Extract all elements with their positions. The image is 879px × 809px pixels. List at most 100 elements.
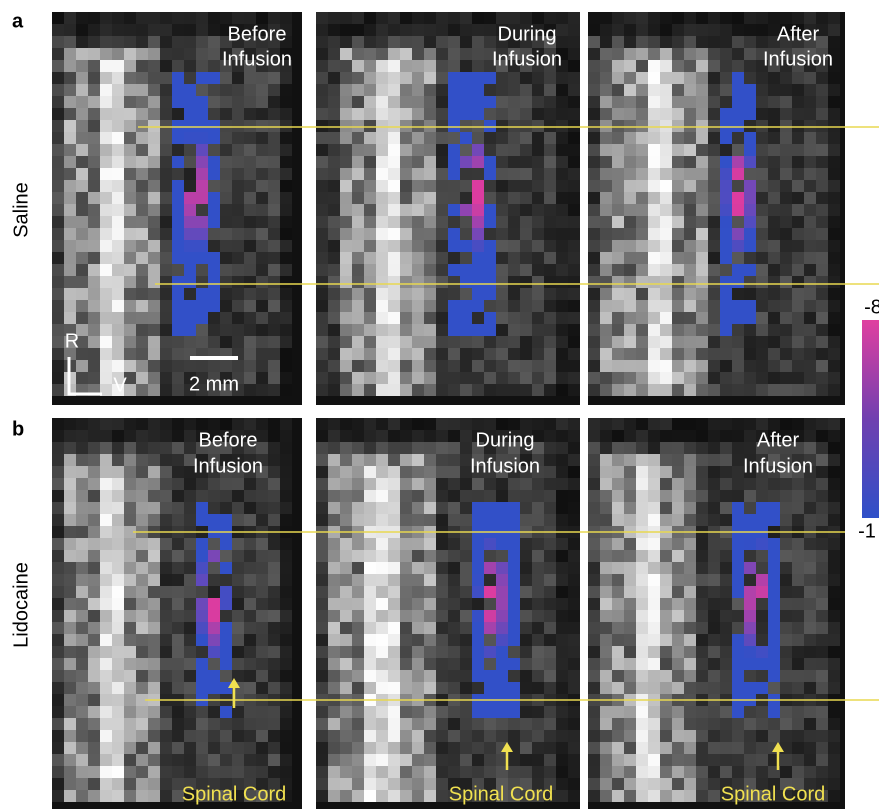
colorbar-label: -8 (864, 296, 879, 318)
image-pixel (484, 706, 496, 718)
image-pixel (184, 574, 196, 586)
image-pixel (52, 790, 64, 802)
image-pixel (636, 12, 648, 24)
image-pixel (624, 192, 636, 204)
image-pixel (720, 36, 732, 48)
image-pixel (328, 36, 340, 48)
image-pixel (660, 192, 672, 204)
image-pixel (124, 240, 136, 252)
image-pixel (88, 514, 100, 526)
image-pixel (124, 108, 136, 120)
image-pixel (328, 670, 340, 682)
image-pixel (112, 276, 124, 288)
image-pixel (364, 418, 376, 430)
image-pixel (556, 156, 568, 168)
image-pixel (708, 204, 720, 216)
image-pixel (780, 276, 792, 288)
image-pixel (720, 84, 732, 96)
image-pixel (708, 454, 720, 466)
image-pixel (460, 610, 472, 622)
image-pixel (148, 264, 160, 276)
image-pixel (400, 384, 412, 396)
image-pixel (708, 372, 720, 384)
image-pixel (256, 586, 268, 598)
image-pixel (160, 790, 172, 802)
image-pixel (720, 598, 732, 610)
image-pixel (256, 490, 268, 502)
image-pixel (196, 192, 208, 204)
image-pixel (520, 586, 532, 598)
image-pixel (64, 48, 76, 60)
image-pixel (460, 132, 472, 144)
image-pixel (588, 252, 600, 264)
image-pixel (100, 694, 112, 706)
image-pixel (660, 372, 672, 384)
image-pixel (244, 72, 256, 84)
image-pixel (112, 682, 124, 694)
image-pixel (52, 442, 64, 454)
image-pixel (720, 538, 732, 550)
image-pixel (256, 324, 268, 336)
image-pixel (684, 192, 696, 204)
image-pixel (792, 276, 804, 288)
image-pixel (160, 658, 172, 670)
image-pixel (328, 454, 340, 466)
image-pixel (160, 216, 172, 228)
image-pixel (316, 646, 328, 658)
image-pixel (220, 550, 232, 562)
image-pixel (244, 670, 256, 682)
image-pixel (220, 360, 232, 372)
image-pixel (448, 670, 460, 682)
image-pixel (460, 550, 472, 562)
image-pixel (412, 168, 424, 180)
image-pixel (112, 538, 124, 550)
image-pixel (172, 372, 184, 384)
image-pixel (732, 682, 744, 694)
image-pixel (708, 538, 720, 550)
image-pixel (756, 96, 768, 108)
image-pixel (124, 12, 136, 24)
image-pixel (684, 718, 696, 730)
image-pixel (660, 36, 672, 48)
image-pixel (196, 168, 208, 180)
image-pixel (556, 204, 568, 216)
image-pixel (708, 646, 720, 658)
image-pixel (768, 276, 780, 288)
image-pixel (792, 360, 804, 372)
image-pixel (316, 204, 328, 216)
image-pixel (160, 586, 172, 598)
image-pixel (352, 766, 364, 778)
image-pixel (768, 132, 780, 144)
image-pixel (448, 360, 460, 372)
image-pixel (696, 12, 708, 24)
image-pixel (804, 478, 816, 490)
image-pixel (672, 502, 684, 514)
image-pixel (280, 84, 292, 96)
image-pixel (172, 168, 184, 180)
image-pixel (720, 418, 732, 430)
image-pixel (556, 108, 568, 120)
image-pixel (768, 586, 780, 598)
image-pixel (568, 622, 580, 634)
image-pixel (660, 610, 672, 622)
image-pixel (612, 454, 624, 466)
image-pixel (220, 658, 232, 670)
image-pixel (520, 168, 532, 180)
image-pixel (328, 514, 340, 526)
image-pixel (708, 144, 720, 156)
image-pixel (780, 144, 792, 156)
image-pixel (316, 742, 328, 754)
image-pixel (660, 778, 672, 790)
image-pixel (648, 682, 660, 694)
image-pixel (256, 132, 268, 144)
image-pixel (684, 168, 696, 180)
image-pixel (544, 442, 556, 454)
image-pixel (100, 228, 112, 240)
image-pixel (136, 24, 148, 36)
image-pixel (208, 36, 220, 48)
image-pixel (660, 96, 672, 108)
image-pixel (696, 156, 708, 168)
image-pixel (256, 442, 268, 454)
image-pixel (328, 622, 340, 634)
image-pixel (460, 204, 472, 216)
